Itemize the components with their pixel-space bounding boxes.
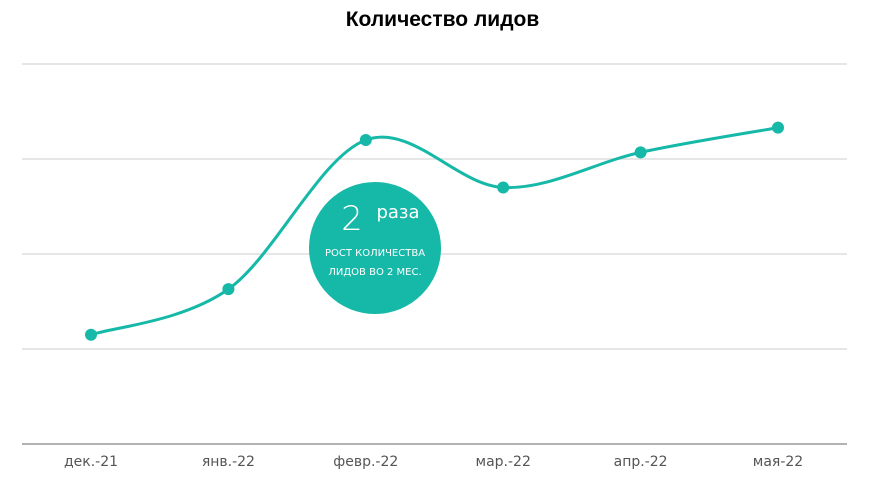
x-tick-label: дек.-21 — [64, 454, 118, 470]
data-points — [85, 121, 784, 341]
badge-circle — [309, 182, 441, 314]
data-point — [634, 146, 647, 159]
x-tick-label: мар.-22 — [476, 454, 531, 470]
badge-text-line1: РОСТ КОЛИЧЕСТВА — [325, 248, 425, 259]
data-point — [222, 283, 235, 296]
growth-badge: 2 раза РОСТ КОЛИЧЕСТВА ЛИДОВ ВО 2 МЕС. — [309, 182, 441, 314]
gridlines — [22, 63, 847, 350]
x-tick-label: февр.-22 — [333, 454, 398, 470]
x-tick-labels: дек.-21 янв.-22 февр.-22 мар.-22 апр.-22 мая-… — [64, 454, 803, 470]
badge-value: 2 — [341, 199, 363, 239]
data-point — [497, 181, 510, 194]
x-tick-label: янв.-22 — [202, 454, 255, 470]
data-point — [85, 328, 97, 341]
badge-text-line2: ЛИДОВ ВО 2 МЕС. — [328, 267, 421, 278]
badge-unit: раза — [376, 202, 419, 223]
data-point — [359, 134, 372, 146]
x-tick-label: мая-22 — [753, 454, 803, 470]
x-tick-label: апр.-22 — [614, 454, 668, 470]
data-point — [772, 121, 784, 134]
chart-title: Количество лидов — [345, 8, 540, 31]
